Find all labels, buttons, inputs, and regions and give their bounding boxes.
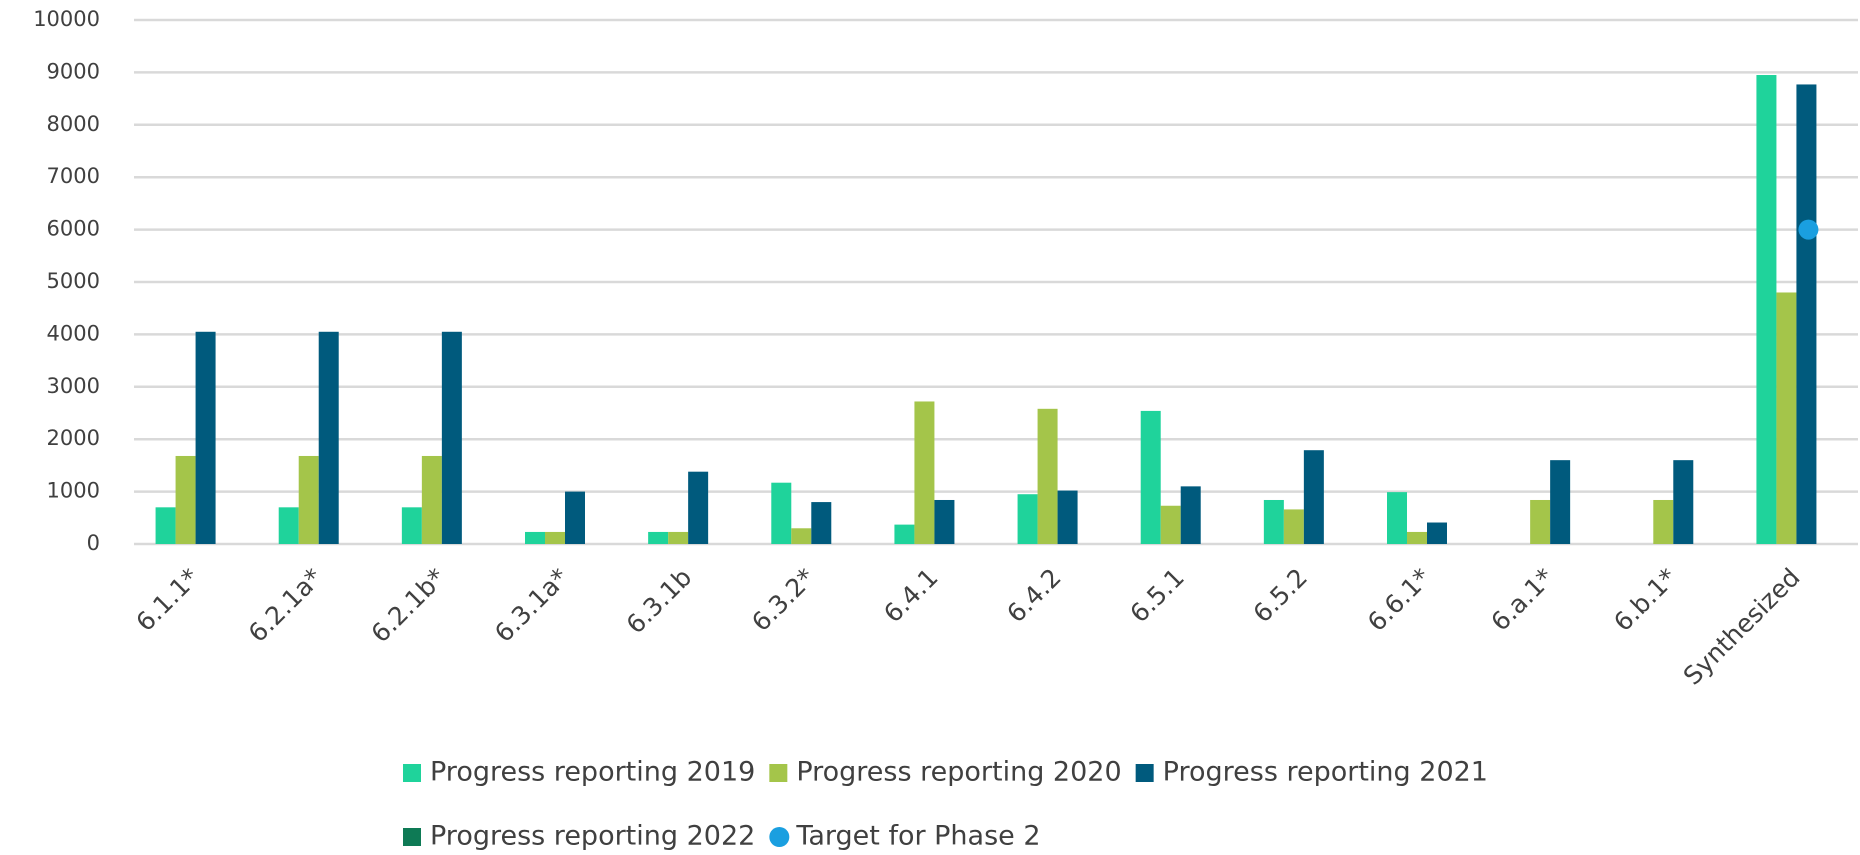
legend-marker [403, 828, 421, 846]
y-tick-label: 5000 [47, 269, 100, 293]
y-tick-label: 1000 [47, 479, 100, 503]
bar [298, 455, 319, 544]
y-tick-label: 3000 [47, 374, 100, 398]
bar [791, 528, 812, 544]
legend-label: Target for Phase 2 [795, 821, 1040, 852]
bar [688, 471, 709, 544]
bar [278, 507, 299, 544]
target-point [1798, 219, 1819, 240]
bar [1017, 494, 1038, 544]
bar [1407, 531, 1427, 544]
x-tick-label: 6.6.1* [1362, 563, 1436, 637]
x-tick-label: 6.3.1a* [489, 563, 574, 648]
legend-label: Progress reporting 2021 [1163, 757, 1488, 788]
bar [1530, 499, 1551, 544]
bar [525, 531, 545, 544]
bar [401, 507, 422, 544]
x-tick-label: 6.4.1 [878, 563, 943, 628]
x-tick-label: 6.5.2 [1248, 563, 1313, 628]
bar [668, 531, 689, 544]
bar [441, 331, 462, 544]
x-tick-label: 6.5.1 [1124, 563, 1189, 628]
y-tick-label: 6000 [47, 217, 100, 241]
x-tick-label: 6.4.2 [1001, 563, 1066, 628]
bar [1673, 460, 1694, 544]
bar [914, 401, 935, 544]
bar [1303, 450, 1324, 544]
y-tick-label: 8000 [47, 112, 100, 136]
y-tick-label: 10000 [33, 7, 100, 31]
bar [648, 531, 669, 544]
bar [1756, 75, 1777, 545]
y-tick-label: 4000 [47, 321, 100, 345]
x-tick-label: 6.b.1* [1608, 563, 1682, 637]
y-tick-label: 2000 [47, 426, 100, 450]
bar [894, 524, 915, 544]
bar [1140, 410, 1161, 544]
legend-label: Progress reporting 2020 [796, 757, 1121, 788]
bar [1796, 84, 1817, 545]
bar [1037, 408, 1058, 544]
legend-marker [403, 764, 421, 782]
bar [565, 491, 585, 544]
legend-marker [769, 764, 788, 782]
bar [318, 331, 339, 544]
legend-label: Progress reporting 2019 [430, 757, 755, 788]
bar [1653, 499, 1674, 544]
bar [1387, 492, 1407, 544]
legend-marker [769, 827, 790, 847]
x-tick-label: 6.3.2* [746, 563, 820, 637]
bar [771, 482, 792, 544]
bar [1550, 460, 1571, 544]
bar [1263, 499, 1284, 544]
x-tick-label: 6.2.1b* [366, 563, 452, 649]
bar [811, 502, 832, 544]
y-tick-label: 0 [87, 531, 100, 555]
bar [421, 455, 442, 544]
bar [195, 331, 216, 544]
x-tick-label: 6.3.1b [621, 563, 698, 640]
x-tick-label: 6.a.1* [1485, 563, 1559, 637]
x-tick-label: 6.1.1* [130, 563, 204, 637]
y-tick-label: 7000 [47, 164, 100, 188]
legend-marker [1135, 764, 1154, 782]
bar [1160, 505, 1181, 544]
bar [1427, 522, 1447, 544]
bar [545, 531, 565, 544]
bar [1776, 292, 1797, 544]
bar [155, 507, 176, 544]
bar [1283, 509, 1304, 544]
x-tick-label: Synthesized [1678, 563, 1806, 691]
bar [1180, 486, 1201, 544]
bar [1057, 490, 1078, 544]
bar [934, 499, 955, 544]
legend-label: Progress reporting 2022 [430, 821, 755, 852]
y-tick-label: 9000 [47, 59, 100, 83]
x-tick-label: 6.2.1a* [243, 563, 328, 648]
bar [175, 455, 196, 544]
